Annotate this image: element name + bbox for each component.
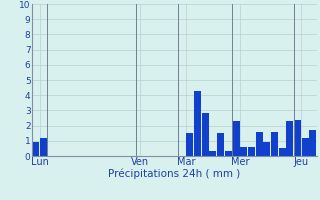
Bar (286, 121, 293, 156)
Bar (263, 142, 270, 156)
Bar (225, 151, 232, 156)
Bar (232, 121, 239, 156)
Bar (32, 142, 39, 156)
Bar (209, 151, 216, 156)
Bar (248, 147, 255, 156)
Bar (240, 147, 247, 156)
Bar (279, 148, 286, 156)
Bar (302, 138, 309, 156)
Bar (217, 133, 224, 156)
Bar (202, 113, 209, 156)
Bar (256, 132, 263, 156)
Bar (271, 132, 278, 156)
X-axis label: Précipitations 24h ( mm ): Précipitations 24h ( mm ) (108, 169, 241, 179)
Bar (294, 120, 301, 156)
Bar (40, 138, 47, 156)
Bar (309, 130, 316, 156)
Bar (194, 91, 201, 156)
Bar (186, 133, 193, 156)
